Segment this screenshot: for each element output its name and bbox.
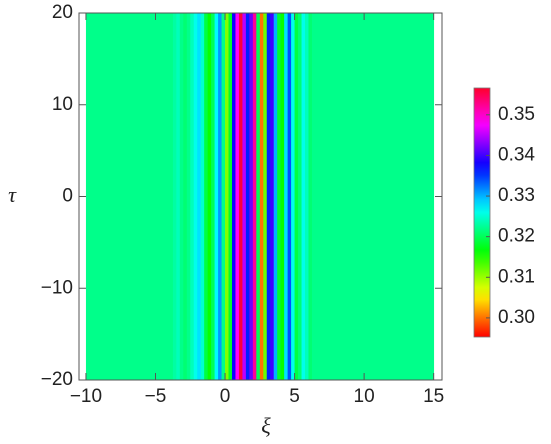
y-tick-label: 10 (52, 94, 73, 115)
y-tick-label: 20 (52, 2, 73, 23)
heat-cell (273, 13, 278, 380)
heat-cell (277, 13, 282, 380)
x-tick-label: 5 (289, 386, 300, 407)
heat-cell (291, 13, 295, 380)
colorbar-tick-label: 0.35 (498, 104, 535, 125)
heat-cell (218, 13, 222, 380)
heat-cell (231, 13, 236, 380)
heat-cell (200, 13, 205, 380)
heat-cell (211, 13, 216, 380)
x-tick-label: 0 (220, 386, 231, 407)
colorbar-tick-label: 0.33 (498, 185, 535, 206)
heat-cell (311, 13, 316, 380)
heat-cell (238, 13, 243, 380)
heat-cell (242, 13, 247, 380)
x-axis-label: ξ (261, 413, 271, 438)
heat-cell (294, 13, 299, 380)
y-tick-label: −20 (41, 369, 73, 390)
heat-cell (221, 13, 226, 380)
heat-cell (214, 13, 219, 380)
heat-cell (308, 13, 313, 380)
heat-cell (259, 13, 264, 380)
heat-cell (245, 13, 250, 380)
heat-cell (270, 13, 275, 380)
y-axis-label: τ (8, 182, 17, 207)
heat-cell (172, 13, 177, 380)
heat-cell (183, 13, 188, 380)
y-tick-label: −10 (41, 277, 73, 298)
colorbar-tick-label: 0.34 (498, 144, 535, 165)
heat-cell (263, 13, 268, 380)
x-tick-label: −5 (145, 386, 167, 407)
heat-cell (85, 13, 170, 380)
heat-cell (280, 13, 285, 380)
x-tick-label: 10 (354, 386, 375, 407)
heat-cell (252, 13, 257, 380)
heat-cell (287, 13, 292, 380)
heat-cell (315, 13, 435, 380)
heat-cell (228, 13, 233, 380)
heat-cell (193, 13, 198, 380)
x-tick-label: 15 (423, 386, 444, 407)
heat-cell (190, 13, 195, 380)
colorbar (473, 87, 491, 338)
heat-cell (249, 13, 254, 380)
heat-cell (284, 13, 289, 380)
heat-cell (186, 13, 191, 380)
heat-cell (298, 13, 302, 380)
heat-cell (266, 13, 271, 380)
heat-cell (176, 13, 181, 380)
colorbar-tick-label: 0.30 (498, 307, 535, 328)
y-tick-label: 0 (62, 186, 73, 207)
heat-cell (256, 13, 261, 380)
x-tick-label: −10 (70, 386, 102, 407)
heat-cell (179, 13, 184, 380)
heat-cell (204, 13, 209, 380)
heat-cell (225, 13, 229, 380)
heat-cell (305, 13, 309, 380)
heat-cell (197, 13, 202, 380)
colorbar-tick-label: 0.31 (498, 266, 535, 287)
colorbar-tick-label: 0.32 (498, 226, 535, 247)
heat-cell (207, 13, 212, 380)
heat-cell (169, 13, 174, 380)
heat-cell (301, 13, 306, 380)
heat-cell (235, 13, 240, 380)
